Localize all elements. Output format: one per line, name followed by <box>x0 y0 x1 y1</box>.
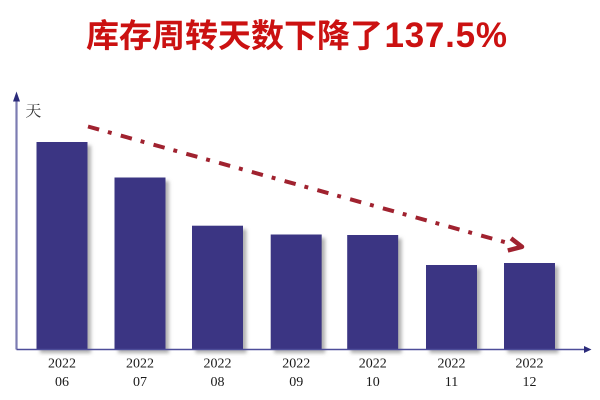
svg-text:2022: 2022 <box>48 356 76 371</box>
svg-text:2022: 2022 <box>438 356 466 371</box>
svg-text:07: 07 <box>133 375 147 390</box>
svg-text:06: 06 <box>55 375 69 390</box>
svg-text:2022: 2022 <box>204 356 232 371</box>
svg-text:11: 11 <box>445 375 458 390</box>
svg-text:2022: 2022 <box>126 356 154 371</box>
svg-text:2022: 2022 <box>516 356 544 371</box>
svg-text:137.5%: 137.5% <box>385 16 508 55</box>
svg-text:08: 08 <box>211 375 225 390</box>
svg-text:2022: 2022 <box>282 356 310 371</box>
svg-text:12: 12 <box>523 375 537 390</box>
svg-text:2022: 2022 <box>359 356 387 371</box>
svg-text:10: 10 <box>366 375 380 390</box>
svg-text:09: 09 <box>289 375 303 390</box>
